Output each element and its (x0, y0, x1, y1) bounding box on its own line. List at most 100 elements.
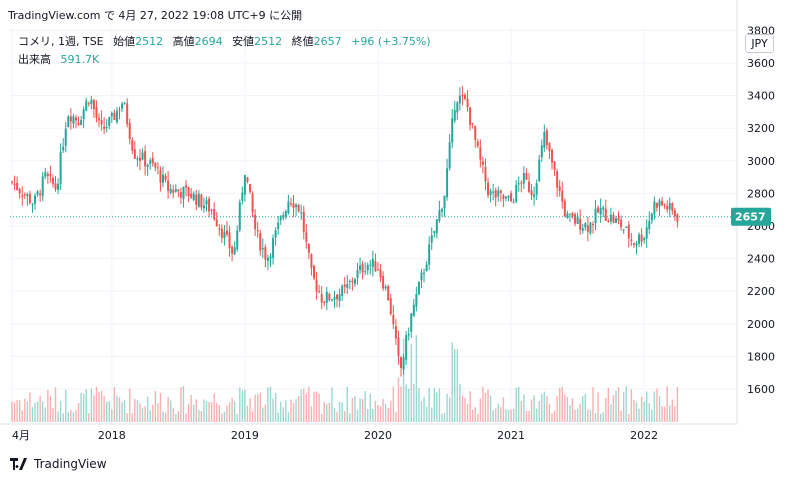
candle-body (481, 161, 484, 165)
candle-body (548, 143, 551, 152)
volume-bar (303, 388, 305, 422)
candle-body (361, 263, 364, 273)
volume-bar (59, 400, 62, 422)
candle-body (284, 211, 287, 217)
candle-body (238, 201, 241, 230)
candle-body (243, 174, 246, 195)
candle-body (141, 152, 144, 160)
volume-bar (267, 387, 269, 422)
candle-body (266, 257, 269, 261)
volume-bar (382, 398, 384, 422)
candle-body (653, 201, 656, 215)
candle-body (402, 357, 405, 370)
volume-bar (213, 393, 215, 422)
candle-body (64, 128, 67, 146)
candle-body (215, 219, 218, 227)
volume-bar (354, 396, 356, 422)
volume-bar (505, 408, 507, 422)
volume-bar (297, 396, 300, 422)
volume-bar (474, 407, 476, 422)
volume-bar (67, 411, 70, 422)
candle-body (476, 141, 479, 147)
volume-bar (221, 413, 223, 422)
volume-bar (185, 413, 187, 422)
candle-body (364, 271, 367, 273)
y-tick-label: 3400 (747, 90, 775, 103)
volume-bar (397, 377, 400, 422)
volume-bar (21, 410, 23, 422)
volume-bar (661, 406, 663, 422)
volume-bar (44, 407, 46, 422)
volume-bar (495, 408, 497, 422)
volume-bar (487, 389, 489, 422)
candle-body (144, 151, 147, 167)
candle-body (92, 100, 95, 109)
candle-body (499, 190, 502, 193)
volume-bar (520, 400, 523, 422)
candle-body (87, 103, 90, 105)
published-header: TradingView.com で 4月 27, 2022 19:08 UTC+… (8, 9, 303, 22)
volume-bar (175, 413, 177, 422)
volume-bar (105, 401, 108, 422)
volume-bar (195, 399, 197, 422)
high-value: 2694 (194, 35, 223, 48)
volume-bar (635, 402, 638, 422)
volume-bar (523, 394, 525, 422)
volume-bar (349, 413, 351, 422)
volume-bar (49, 396, 52, 422)
volume-bar (159, 392, 162, 422)
volume-bar (676, 387, 679, 422)
volume-bar (139, 403, 141, 422)
candle-body (82, 109, 85, 119)
candle-body (31, 203, 34, 205)
volume-bar (566, 396, 569, 422)
volume-bar (57, 411, 59, 422)
volume-bar (98, 391, 100, 422)
candle-body (36, 191, 39, 195)
candle-body (39, 193, 42, 196)
candle-body (643, 237, 646, 241)
y-tick-label: 1800 (747, 350, 775, 363)
candle-body (307, 243, 310, 253)
volume-bar (305, 394, 308, 422)
candle-body (328, 293, 331, 300)
candle-body (382, 276, 385, 289)
candle-body (59, 151, 62, 185)
y-tick-label: 3600 (747, 57, 775, 70)
candle-body (502, 195, 505, 199)
volume-bar (90, 388, 93, 422)
volume-bar (489, 395, 492, 422)
volume-bar (126, 413, 128, 422)
low-label: 安値 (232, 35, 255, 48)
candle-body (374, 261, 377, 272)
tradingview-footer[interactable]: TradingView (10, 457, 107, 471)
candle-body (159, 170, 162, 183)
volume-bar (456, 349, 459, 422)
candle-body (149, 160, 152, 164)
candle-body (261, 247, 264, 250)
volume-bar (129, 388, 131, 422)
candle-body (604, 208, 607, 221)
volume-bar (410, 343, 412, 422)
candle-body (487, 182, 490, 196)
volume-bar (172, 407, 174, 422)
candle-body (586, 225, 589, 232)
candle-body (241, 192, 244, 201)
symbol-name[interactable]: コメリ, 1週, TSE (18, 35, 104, 48)
close-value: 2657 (313, 35, 342, 48)
brand-name: TradingView (34, 457, 107, 471)
candle-body (451, 118, 454, 143)
currency-button[interactable]: JPY (745, 34, 774, 53)
volume-bar (633, 399, 635, 422)
volume-bar (300, 389, 302, 422)
candle-body (105, 126, 108, 128)
candle-body (169, 188, 172, 194)
volume-bar (116, 395, 118, 422)
candle-body (231, 246, 234, 254)
volume-bar (466, 403, 469, 422)
candle-body (223, 231, 226, 239)
volume-bar (361, 398, 364, 422)
volume-bar (582, 396, 584, 422)
candle-body (300, 212, 303, 214)
